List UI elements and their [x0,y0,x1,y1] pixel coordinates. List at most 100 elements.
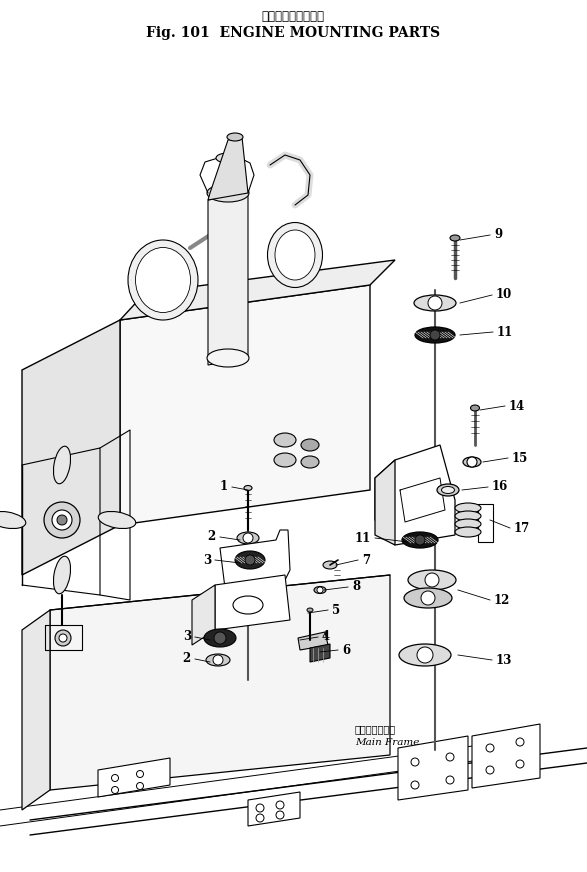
Ellipse shape [450,235,460,241]
Text: Main Frame: Main Frame [355,738,419,746]
Polygon shape [98,758,170,797]
Circle shape [52,510,72,530]
Circle shape [276,811,284,819]
Text: 11: 11 [355,532,371,544]
Circle shape [214,632,226,644]
Ellipse shape [204,629,236,647]
Ellipse shape [455,511,481,521]
Circle shape [467,457,477,467]
Text: 14: 14 [509,399,525,412]
Text: 8: 8 [352,581,360,594]
Circle shape [411,758,419,766]
Polygon shape [208,137,248,200]
Text: 9: 9 [494,228,502,242]
Circle shape [516,760,524,768]
Circle shape [421,591,435,605]
Circle shape [57,515,67,525]
Ellipse shape [404,588,452,608]
Ellipse shape [98,512,136,528]
Polygon shape [120,260,395,320]
Circle shape [486,766,494,774]
Ellipse shape [463,457,481,467]
Ellipse shape [455,519,481,529]
Text: 10: 10 [496,289,512,302]
Circle shape [55,630,71,646]
Text: メインフレーム: メインフレーム [355,726,396,734]
Circle shape [137,782,143,789]
Circle shape [446,753,454,761]
Circle shape [317,587,323,593]
Ellipse shape [399,644,451,666]
Text: エンジン　取付部品: エンジン 取付部品 [261,10,325,23]
Ellipse shape [53,556,70,594]
Circle shape [415,535,425,545]
Ellipse shape [402,532,438,548]
Ellipse shape [233,596,263,614]
Ellipse shape [227,133,243,141]
Ellipse shape [274,433,296,447]
Ellipse shape [244,486,252,490]
Text: 13: 13 [496,653,512,666]
Ellipse shape [206,654,230,666]
Text: 2: 2 [183,652,191,665]
Ellipse shape [128,240,198,320]
Text: 1: 1 [220,480,228,494]
Text: 11: 11 [497,325,513,338]
Text: 12: 12 [494,594,510,607]
Circle shape [213,655,223,665]
Ellipse shape [441,487,454,494]
Ellipse shape [301,439,319,451]
Circle shape [417,647,433,663]
Polygon shape [208,193,248,365]
Polygon shape [120,285,370,525]
Circle shape [112,787,119,794]
Circle shape [112,774,119,781]
Circle shape [516,738,524,746]
Text: 16: 16 [492,480,508,494]
Ellipse shape [455,503,481,513]
Ellipse shape [216,153,240,163]
Circle shape [137,771,143,778]
Polygon shape [472,724,540,788]
Ellipse shape [207,184,249,202]
Circle shape [411,781,419,789]
Ellipse shape [207,349,249,367]
Circle shape [430,330,440,340]
Ellipse shape [136,248,191,312]
Circle shape [44,502,80,538]
Polygon shape [50,575,390,790]
Polygon shape [215,575,290,630]
Ellipse shape [455,527,481,537]
Text: 5: 5 [332,603,340,617]
Ellipse shape [275,230,315,280]
Ellipse shape [274,453,296,467]
Circle shape [59,634,67,642]
Ellipse shape [268,222,322,288]
Ellipse shape [235,551,265,569]
Polygon shape [298,632,328,650]
Text: 17: 17 [514,521,530,535]
Ellipse shape [237,532,259,544]
Text: 2: 2 [208,530,216,543]
Text: 3: 3 [183,630,191,644]
Ellipse shape [415,327,455,343]
Ellipse shape [0,512,26,528]
Ellipse shape [471,405,480,411]
Circle shape [425,573,439,587]
Text: 3: 3 [203,554,211,567]
Ellipse shape [307,608,313,612]
Text: 4: 4 [322,630,330,644]
Circle shape [256,804,264,812]
Ellipse shape [301,456,319,468]
Text: 7: 7 [362,554,370,567]
Ellipse shape [437,484,459,496]
Text: 15: 15 [512,452,528,465]
Circle shape [276,801,284,809]
Polygon shape [192,585,215,645]
Text: Fig. 101  ENGINE MOUNTING PARTS: Fig. 101 ENGINE MOUNTING PARTS [146,26,440,40]
Ellipse shape [53,446,70,484]
Circle shape [428,296,442,310]
Circle shape [446,776,454,784]
Circle shape [243,533,253,543]
Ellipse shape [414,295,456,311]
